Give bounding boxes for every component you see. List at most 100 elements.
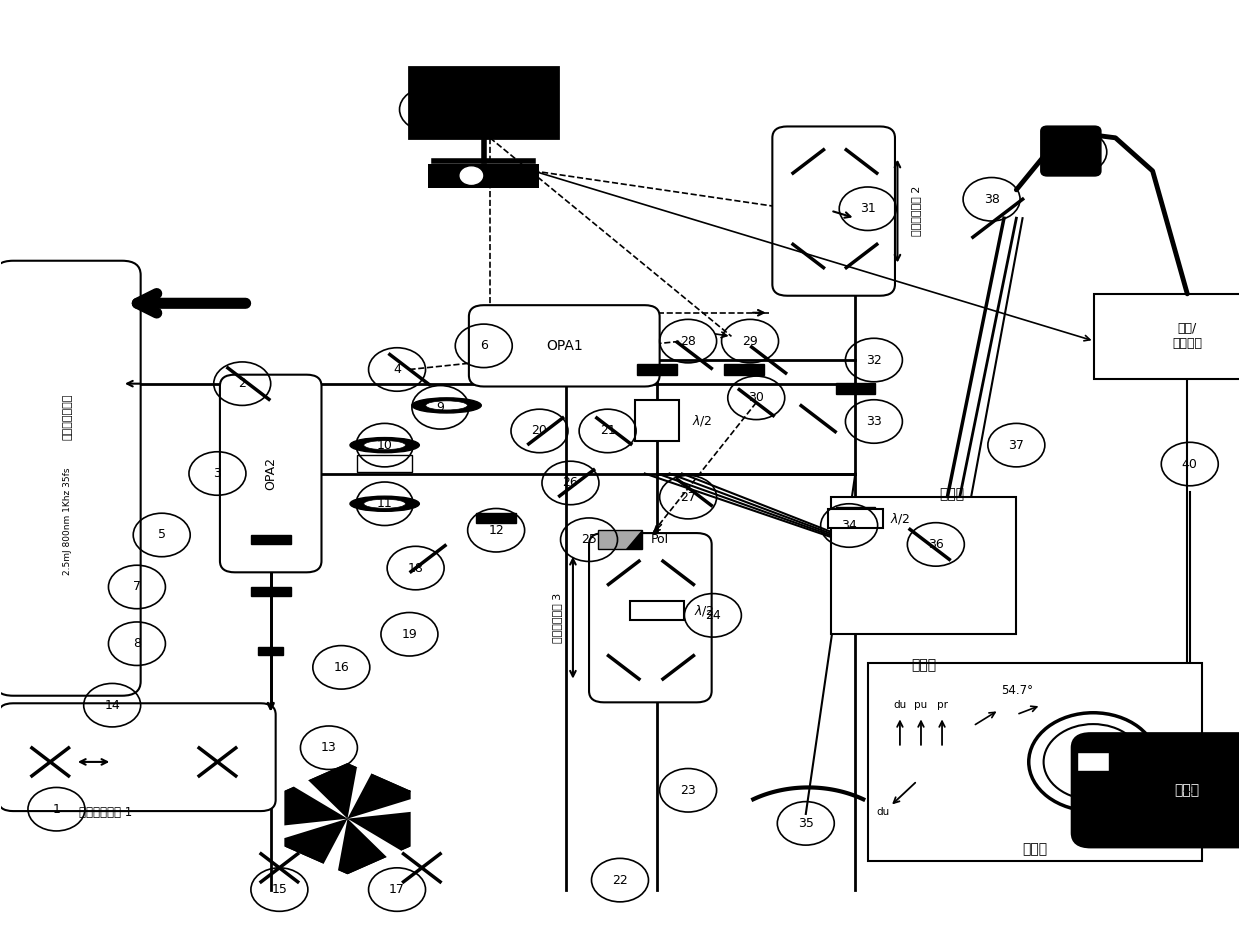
Text: 11: 11 <box>377 497 393 510</box>
Text: 2.5mJ 800nm 1Khz 35fs: 2.5mJ 800nm 1Khz 35fs <box>63 467 72 575</box>
Bar <box>831 497 1017 634</box>
Text: 16: 16 <box>334 661 350 674</box>
Bar <box>258 648 283 655</box>
Text: du: du <box>893 700 906 710</box>
Text: 25: 25 <box>582 533 596 546</box>
Text: 2: 2 <box>238 377 247 390</box>
Bar <box>1078 753 1110 772</box>
Text: 探测器: 探测器 <box>1174 783 1200 797</box>
Text: 23: 23 <box>681 784 696 796</box>
Ellipse shape <box>363 499 405 509</box>
Text: 22: 22 <box>613 874 627 886</box>
Circle shape <box>460 167 482 184</box>
Bar <box>868 663 1202 861</box>
Text: pu: pu <box>1204 757 1218 767</box>
Polygon shape <box>285 764 409 873</box>
Text: pu: pu <box>914 700 928 710</box>
Ellipse shape <box>412 398 481 413</box>
Text: OPA1: OPA1 <box>546 339 583 353</box>
Text: 8: 8 <box>133 637 141 651</box>
Text: 时间延迟平台 1: 时间延迟平台 1 <box>79 806 133 819</box>
Text: 30: 30 <box>748 391 764 404</box>
Text: 17: 17 <box>389 883 405 896</box>
Text: 7: 7 <box>133 581 141 594</box>
Text: 38: 38 <box>983 193 999 205</box>
Wedge shape <box>347 767 373 818</box>
Bar <box>357 455 412 472</box>
Text: 19: 19 <box>402 628 418 641</box>
Bar <box>724 364 764 375</box>
Text: $\lambda/2$: $\lambda/2$ <box>890 511 910 527</box>
Ellipse shape <box>363 440 405 450</box>
Text: 39: 39 <box>1070 146 1086 158</box>
Text: 滤波/
聚焦光路: 滤波/ 聚焦光路 <box>1172 322 1203 350</box>
FancyBboxPatch shape <box>469 305 660 386</box>
Text: 1: 1 <box>52 803 61 815</box>
Bar <box>250 587 290 597</box>
Bar <box>476 513 516 523</box>
Text: 42: 42 <box>420 103 436 116</box>
Bar <box>409 67 558 138</box>
Text: 21: 21 <box>600 424 615 438</box>
Text: 18: 18 <box>408 562 424 575</box>
Ellipse shape <box>425 401 467 410</box>
Text: 时间延迟平台 3: 时间延迟平台 3 <box>552 593 562 643</box>
FancyBboxPatch shape <box>0 704 275 811</box>
Ellipse shape <box>350 496 419 511</box>
Text: 15: 15 <box>272 883 288 896</box>
Text: 28: 28 <box>681 334 696 348</box>
Text: 样品池: 样品池 <box>1022 843 1048 856</box>
Text: 20: 20 <box>532 424 547 438</box>
Bar <box>836 507 875 516</box>
Text: pr: pr <box>936 700 947 710</box>
Text: 33: 33 <box>866 415 882 428</box>
Text: $\lambda/2$: $\lambda/2$ <box>692 413 712 428</box>
Text: 13: 13 <box>321 742 337 754</box>
Bar <box>630 601 684 620</box>
Text: Pol: Pol <box>651 533 670 546</box>
Text: 5: 5 <box>157 528 166 542</box>
Text: OPA2: OPA2 <box>264 457 278 490</box>
Text: 41: 41 <box>1182 784 1198 796</box>
FancyBboxPatch shape <box>598 530 642 549</box>
FancyBboxPatch shape <box>589 533 712 703</box>
Text: 6: 6 <box>480 339 487 352</box>
Text: 35: 35 <box>797 817 813 830</box>
Bar <box>635 400 680 441</box>
Wedge shape <box>280 818 347 838</box>
Text: 3: 3 <box>213 467 222 480</box>
FancyBboxPatch shape <box>0 260 140 696</box>
Wedge shape <box>347 818 402 860</box>
Text: 样品池: 样品池 <box>940 488 965 501</box>
Text: 26: 26 <box>563 476 578 490</box>
Text: 36: 36 <box>928 538 944 551</box>
Text: 飞秒脉冲激光器: 飞秒脉冲激光器 <box>62 394 73 440</box>
Wedge shape <box>347 799 415 818</box>
Text: 12: 12 <box>489 524 503 537</box>
Wedge shape <box>294 777 347 818</box>
FancyBboxPatch shape <box>773 127 895 295</box>
Text: 31: 31 <box>859 203 875 215</box>
Bar <box>637 364 677 375</box>
Wedge shape <box>322 818 347 870</box>
Bar <box>828 509 883 528</box>
Bar <box>428 164 539 188</box>
Text: 样品池: 样品池 <box>911 658 936 671</box>
Bar <box>1095 294 1240 379</box>
Text: 37: 37 <box>1008 438 1024 452</box>
FancyBboxPatch shape <box>1042 127 1101 175</box>
Text: 9: 9 <box>436 401 444 414</box>
Bar <box>836 383 875 394</box>
Text: du: du <box>875 807 889 817</box>
Ellipse shape <box>350 438 419 453</box>
Text: 14: 14 <box>104 699 120 712</box>
Text: 29: 29 <box>743 334 758 348</box>
Text: 时间延迟平台 2: 时间延迟平台 2 <box>911 186 921 236</box>
Bar <box>250 535 290 545</box>
Text: 54.7°: 54.7° <box>1002 685 1033 698</box>
Text: 24: 24 <box>706 609 720 622</box>
Text: 10: 10 <box>377 438 393 452</box>
Text: $\lambda/2$: $\lambda/2$ <box>694 603 714 618</box>
FancyBboxPatch shape <box>219 375 321 572</box>
Text: 32: 32 <box>866 353 882 366</box>
